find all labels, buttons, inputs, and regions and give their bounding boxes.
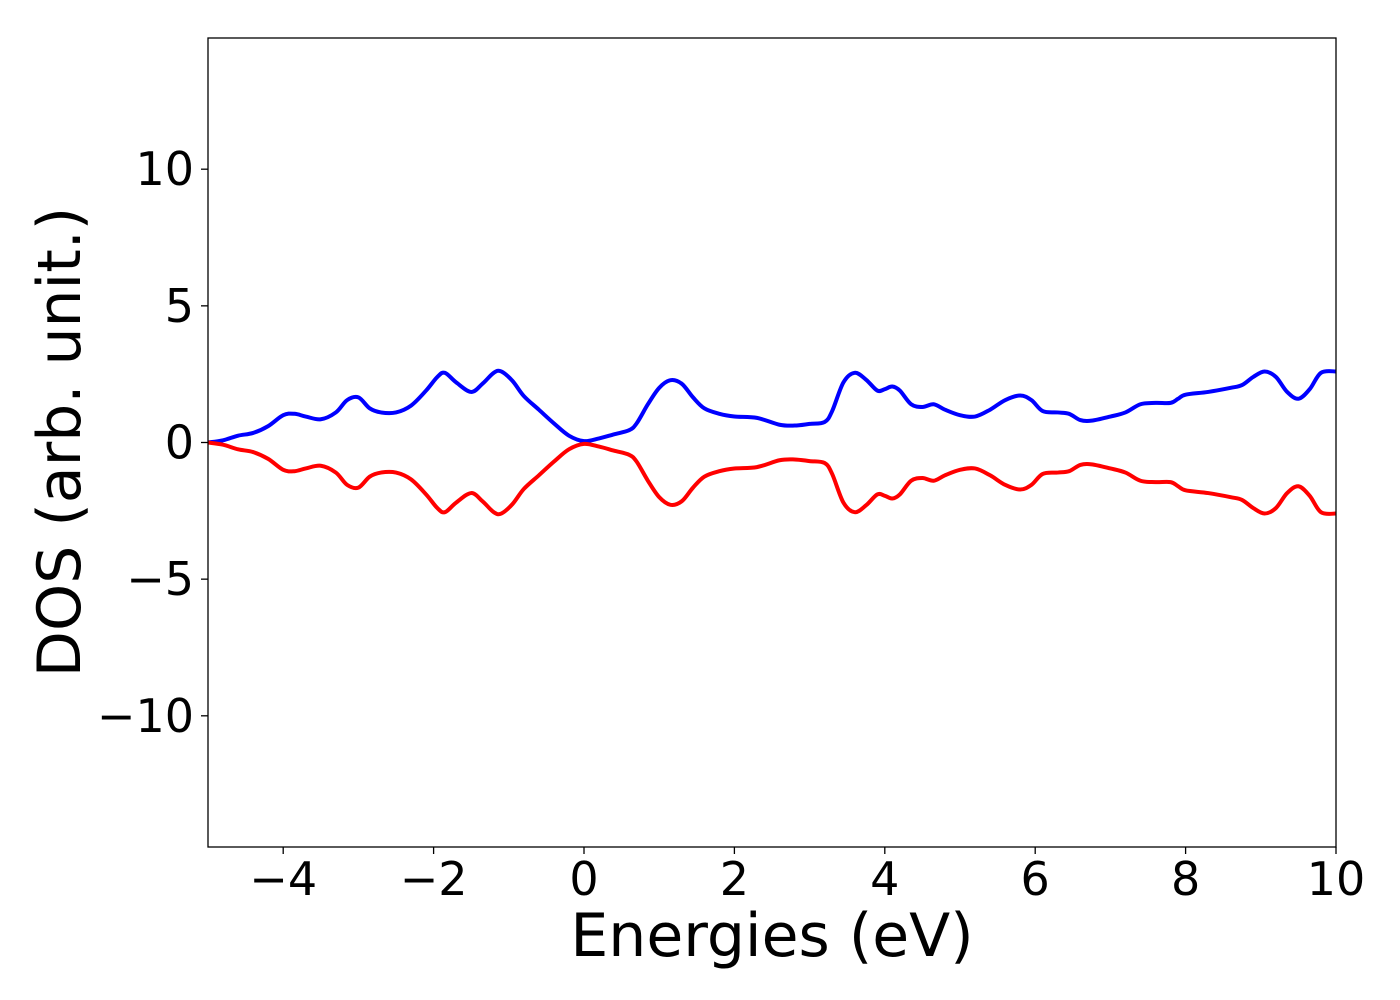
y-tick-label: 5 xyxy=(165,279,194,333)
x-tick-label: 0 xyxy=(569,852,598,906)
x-tick-label: 10 xyxy=(1307,852,1366,906)
y-tick-label: −10 xyxy=(97,689,194,743)
plot-frame xyxy=(207,37,1337,848)
y-tick-label: −5 xyxy=(126,552,194,606)
y-tick-label: 10 xyxy=(135,142,194,196)
x-tick-label: 8 xyxy=(1171,852,1200,906)
y-tick-label: 0 xyxy=(165,416,194,470)
x-tick-label: 4 xyxy=(870,852,899,906)
series-line-1 xyxy=(208,368,1336,445)
x-axis-title: Energies (eV) xyxy=(570,901,973,971)
x-axis: −4 −2 0 2 4 6 8 10 xyxy=(249,847,1365,906)
x-tick-label: −4 xyxy=(249,852,317,906)
series-layer xyxy=(208,368,1336,517)
series-line-2 xyxy=(208,440,1336,517)
y-axis: −10 −5 0 5 10 xyxy=(97,142,208,743)
y-axis-title: DOS (arb. unit.) xyxy=(25,207,95,677)
x-tick-label: 6 xyxy=(1021,852,1050,906)
x-tick-label: −2 xyxy=(400,852,468,906)
x-tick-label: 2 xyxy=(720,852,749,906)
